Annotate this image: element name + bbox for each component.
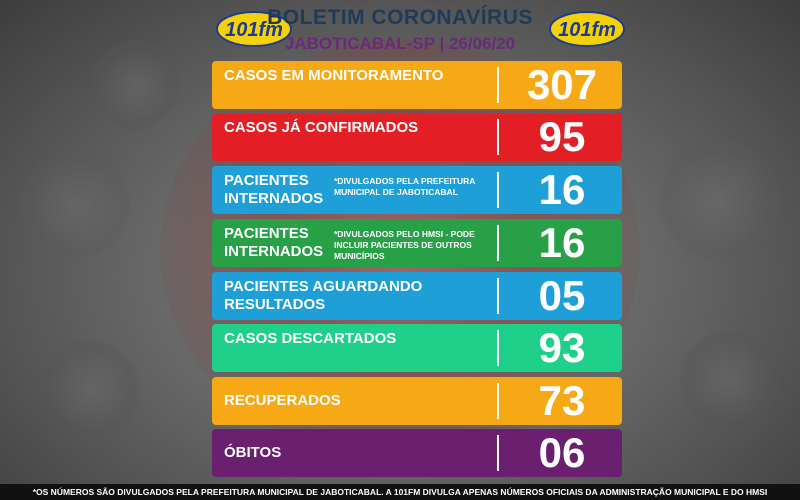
background-virus-particle [40, 340, 140, 440]
stat-label: PACIENTES INTERNADOS [224, 172, 324, 207]
svg-text:101fm: 101fm [225, 19, 283, 41]
stat-value: 05 [538, 272, 586, 319]
stat-value: 73 [538, 377, 586, 424]
stat-value: 93 [538, 324, 586, 371]
stat-label: CASOS EM MONITORAMENTO [224, 67, 444, 84]
background-virus-particle [90, 40, 180, 130]
header: 101fm BOLETIM CORONAVÍRUS JABOTICABAL-SP… [0, 0, 800, 58]
divider [497, 278, 499, 314]
divider [497, 330, 499, 366]
page-subtitle: JABOTICABAL-SP | 26/06/20 [284, 34, 516, 53]
stat-label: PACIENTES INTERNADOS [224, 225, 324, 260]
stat-row-hospitalized-hmsi: PACIENTES INTERNADOS *DIVULGADOS PELO HM… [212, 219, 622, 267]
stat-value: 16 [538, 219, 586, 266]
divider [497, 67, 499, 103]
stat-note: *DIVULGADOS PELA PREFEITURA MUNICIPAL DE… [334, 176, 476, 197]
stat-row-monitoring: CASOS EM MONITORAMENTO 307 [212, 61, 622, 109]
divider [497, 225, 499, 261]
stat-row-confirmed: CASOS JÁ CONFIRMADOS 95 [212, 113, 622, 161]
page-title: BOLETIM CORONAVÍRUS [267, 6, 533, 29]
stat-row-deaths: ÓBITOS 06 [212, 429, 622, 477]
svg-text:101fm: 101fm [558, 19, 616, 41]
divider [497, 119, 499, 155]
stat-note: *DIVULGADOS PELO HMSI - PODE INCLUIR PAC… [334, 229, 475, 261]
stat-row-awaiting-results: PACIENTES AGUARDANDO RESULTADOS 05 [212, 272, 622, 320]
101fm-logo-icon: 101fm [549, 11, 625, 47]
stat-label: ÓBITOS [224, 444, 282, 461]
stat-value: 16 [538, 166, 586, 213]
background-virus-particle [20, 150, 130, 260]
divider [497, 172, 499, 208]
101fm-logo-icon: 101fm [216, 11, 292, 47]
stat-value: 307 [526, 61, 598, 108]
stat-label: CASOS JÁ CONFIRMADOS [224, 119, 419, 136]
divider [497, 435, 499, 471]
background-virus-particle [660, 140, 780, 260]
stat-value: 06 [538, 429, 586, 476]
stat-label: RECUPERADOS [224, 392, 341, 409]
stat-label: PACIENTES AGUARDANDO RESULTADOS [224, 278, 423, 313]
stat-label: CASOS DESCARTADOS [224, 330, 397, 347]
stat-row-hospitalized-prefeitura: PACIENTES INTERNADOS *DIVULGADOS PELA PR… [212, 166, 622, 214]
stat-value: 95 [538, 113, 586, 160]
footer-disclaimer: *OS NÚMEROS SÃO DIVULGADOS PELA PREFEITU… [0, 484, 800, 500]
stat-row-recovered: RECUPERADOS 73 [212, 377, 622, 425]
stat-row-discarded: CASOS DESCARTADOS 93 [212, 324, 622, 372]
background-virus-particle [680, 330, 780, 430]
divider [497, 383, 499, 419]
